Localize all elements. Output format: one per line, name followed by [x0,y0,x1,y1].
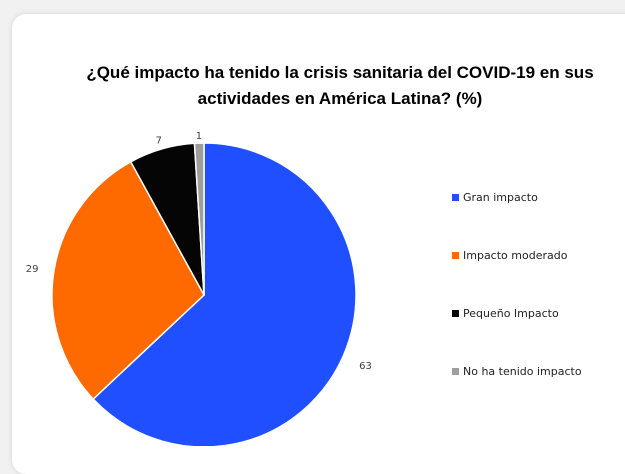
data-label-2: 7 [156,135,162,146]
data-label-1: 29 [26,264,39,275]
data-label-3: 1 [196,131,202,142]
pie-slice-gran-impacto [92,142,357,446]
pie-slice-no-ha-tenido-impacto [193,142,205,296]
data-label-0: 63 [359,361,372,372]
legend-label-2: Pequeño Impacto [463,307,559,320]
legend-swatch-0 [452,194,459,201]
chart-title-line-2: actividades en América Latina? (%) [198,89,483,108]
legend-label-3: No ha tenido impacto [463,365,582,378]
legend-swatch-2 [452,310,459,317]
legend-label-0: Gran impacto [463,191,538,204]
chart-title-line-1: ¿Qué impacto ha tenido la crisis sanitar… [86,63,593,82]
pie-slices [51,142,357,446]
legend-swatch-3 [452,368,459,375]
legend-swatch-1 [452,252,459,259]
pie-chart: ¿Qué impacto ha tenido la crisis sanitar… [26,63,594,446]
chart-legend: Gran impacto Impacto moderado Pequeño Impa… [452,191,582,378]
pie-data-labels: 63 29 7 1 [26,131,372,372]
pie-slice-impacto-moderado [51,160,205,401]
legend-label-1: Impacto moderado [463,249,568,262]
